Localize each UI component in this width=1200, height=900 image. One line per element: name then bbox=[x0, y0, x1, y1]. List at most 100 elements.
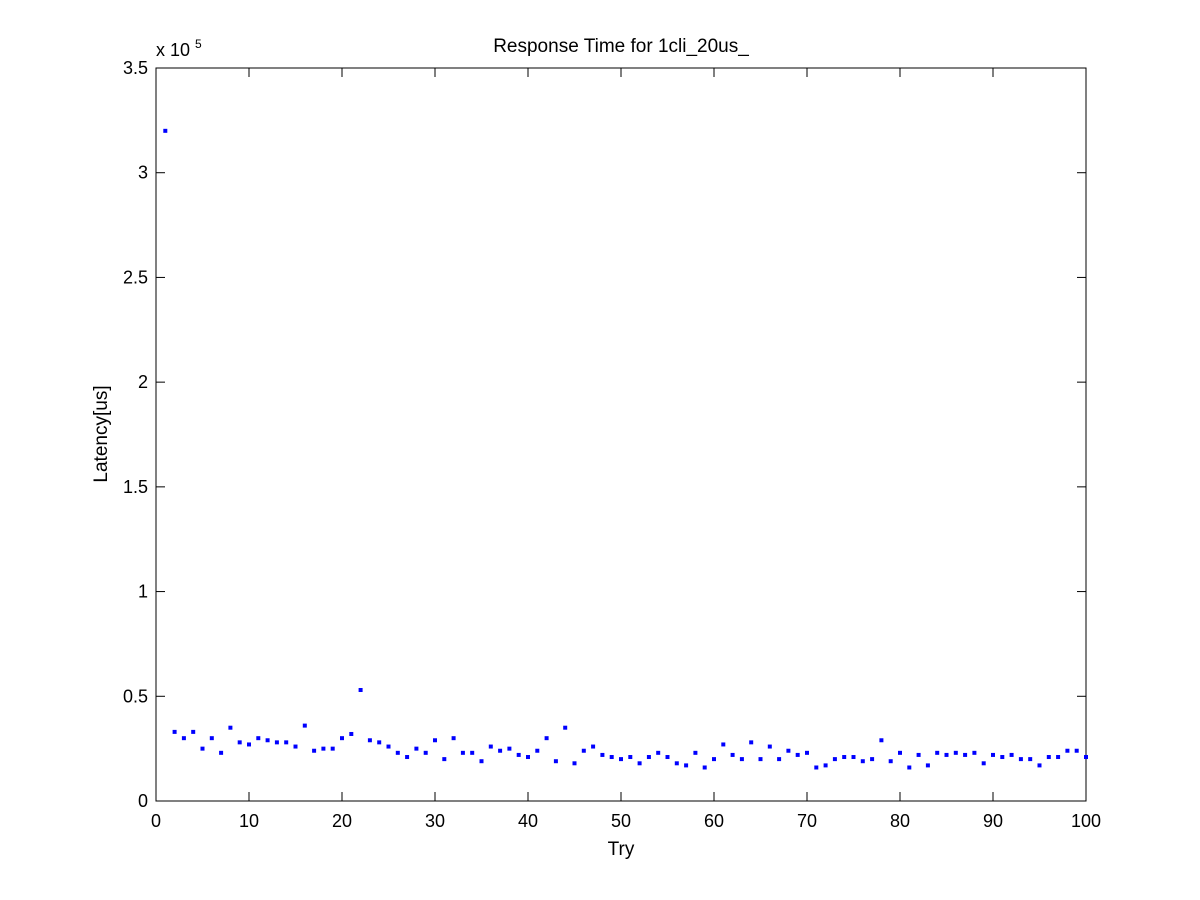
data-point bbox=[219, 750, 224, 755]
data-point bbox=[581, 748, 586, 753]
y-tick-label: 3.5 bbox=[123, 58, 148, 78]
data-point bbox=[925, 763, 930, 768]
data-point bbox=[293, 744, 298, 749]
x-tick-label: 90 bbox=[983, 811, 1003, 831]
axes-box bbox=[155, 67, 1087, 802]
x-tick-label: 50 bbox=[611, 811, 631, 831]
data-point bbox=[377, 740, 382, 745]
data-point bbox=[888, 759, 893, 764]
x-tick-label: 80 bbox=[890, 811, 910, 831]
data-point bbox=[767, 744, 772, 749]
data-point bbox=[674, 761, 679, 766]
data-point bbox=[312, 748, 317, 753]
data-point bbox=[646, 755, 651, 760]
data-point bbox=[1037, 763, 1042, 768]
data-point bbox=[414, 746, 419, 751]
data-point bbox=[507, 746, 512, 751]
data-point bbox=[712, 757, 716, 762]
data-point bbox=[907, 765, 912, 770]
data-point bbox=[284, 740, 289, 745]
y-tick-label: 2 bbox=[138, 372, 148, 392]
data-point bbox=[935, 750, 940, 755]
y-tick-label: 2.5 bbox=[123, 267, 148, 287]
data-point bbox=[805, 750, 809, 755]
data-point bbox=[637, 761, 642, 766]
y-multiplier-base: x 10 bbox=[156, 40, 190, 60]
data-point bbox=[749, 740, 754, 745]
data-point bbox=[1046, 755, 1051, 760]
x-tick-label: 30 bbox=[425, 811, 445, 831]
data-point bbox=[386, 744, 391, 749]
data-point bbox=[963, 752, 968, 757]
x-axis-label: Try bbox=[608, 839, 635, 860]
data-point bbox=[433, 738, 437, 743]
y-tick-label: 1 bbox=[138, 582, 148, 602]
data-point bbox=[1028, 757, 1033, 762]
data-point bbox=[981, 761, 986, 766]
y-tick-label: 3 bbox=[138, 163, 148, 183]
data-point bbox=[953, 750, 958, 755]
data-point bbox=[972, 750, 977, 755]
data-point bbox=[795, 752, 800, 757]
y-axis-label: Latency[us] bbox=[91, 385, 112, 482]
data-point bbox=[1084, 755, 1088, 760]
data-point bbox=[265, 738, 270, 743]
data-point bbox=[247, 742, 251, 747]
y-multiplier-exponent: 5 bbox=[195, 37, 202, 51]
data-point bbox=[544, 736, 549, 741]
data-point bbox=[916, 752, 921, 757]
data-point bbox=[665, 755, 670, 760]
data-point bbox=[591, 744, 596, 749]
data-point bbox=[330, 746, 335, 751]
data-point bbox=[572, 761, 577, 766]
data-point bbox=[451, 736, 456, 741]
data-point bbox=[228, 725, 233, 730]
data-point bbox=[237, 740, 242, 745]
data-point bbox=[656, 750, 661, 755]
data-point bbox=[693, 750, 698, 755]
data-point bbox=[730, 752, 735, 757]
data-point bbox=[191, 729, 196, 734]
x-tick-label: 70 bbox=[797, 811, 817, 831]
data-point bbox=[460, 750, 465, 755]
data-point bbox=[349, 731, 354, 736]
x-tick-label: 60 bbox=[704, 811, 724, 831]
data-point bbox=[851, 755, 856, 760]
x-tick-label: 10 bbox=[239, 811, 259, 831]
data-point bbox=[498, 748, 503, 753]
data-point bbox=[367, 738, 372, 743]
data-point bbox=[200, 746, 205, 751]
data-point bbox=[488, 744, 493, 749]
data-point bbox=[395, 750, 400, 755]
data-point bbox=[526, 755, 530, 760]
data-point bbox=[1074, 748, 1079, 753]
data-point bbox=[702, 765, 707, 770]
data-point bbox=[832, 757, 837, 762]
data-point bbox=[563, 725, 568, 730]
data-point bbox=[1056, 755, 1061, 760]
data-point bbox=[256, 736, 261, 741]
data-point bbox=[1009, 752, 1014, 757]
data-point bbox=[405, 755, 410, 760]
data-point bbox=[172, 729, 177, 734]
data-point bbox=[163, 128, 168, 133]
data-point bbox=[1018, 757, 1023, 762]
x-tick-label: 20 bbox=[332, 811, 352, 831]
data-point bbox=[786, 748, 791, 753]
x-tick-label: 40 bbox=[518, 811, 538, 831]
data-point bbox=[535, 748, 540, 753]
x-tick-label: 100 bbox=[1071, 811, 1101, 831]
data-point bbox=[944, 752, 949, 757]
data-point bbox=[684, 763, 689, 768]
y-tick-label: 1.5 bbox=[123, 477, 148, 497]
data-point bbox=[721, 742, 726, 747]
data-point bbox=[209, 736, 214, 741]
chart-title: Response Time for 1cli_20us_ bbox=[493, 36, 749, 57]
data-point bbox=[1000, 755, 1005, 760]
y-tick-label: 0 bbox=[138, 791, 148, 811]
x-ticks: 0 10 20 30 40 50 60 70 80 90 100 bbox=[151, 68, 1101, 831]
data-point bbox=[479, 759, 484, 764]
y-axis-multiplier: x 10 5 bbox=[156, 37, 202, 60]
x-tick-label: 0 bbox=[151, 811, 161, 831]
